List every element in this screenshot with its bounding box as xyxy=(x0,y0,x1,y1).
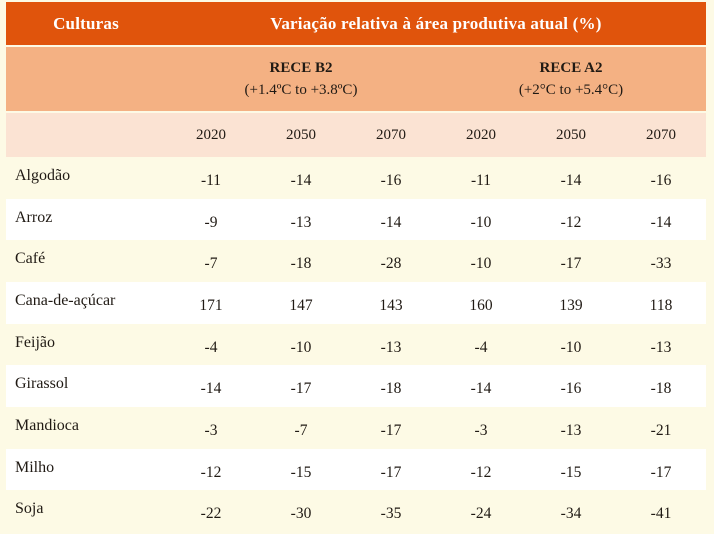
value-cell: -14 xyxy=(470,380,492,398)
value-cell: -7 xyxy=(204,255,218,273)
value-cell: 160 xyxy=(469,296,493,314)
value-cell: -16 xyxy=(560,380,582,398)
table-body: Algodão -11 -14 -16 -11 -14 -16 Arroz -9 -13 -14 -1… xyxy=(6,157,706,533)
group-rece-b2: RECE B2 (+1.4ºC to +3.8ºC) xyxy=(166,47,436,111)
table-row: Arroz -9 -13 -14 -10 -12 -14 xyxy=(6,198,706,241)
crop-name-cell: Café xyxy=(15,250,46,268)
value-cell: -13 xyxy=(650,338,672,356)
table-row: Café -7 -18 -28 -10 -17 -33 xyxy=(6,240,706,283)
crop-name-cell: Milho xyxy=(15,458,55,476)
group-b2-label: RECE B2 xyxy=(269,60,333,76)
value-cell: -18 xyxy=(650,380,672,398)
crop-name-cell: Girassol xyxy=(15,375,69,393)
value-cell: 143 xyxy=(379,296,403,314)
value-cell: -18 xyxy=(290,255,312,273)
year-header: 2020 xyxy=(196,126,226,143)
value-cell: -14 xyxy=(560,171,582,189)
table-row: Soja -22 -30 -35 -24 -34 -41 xyxy=(6,490,706,533)
value-cell: -17 xyxy=(650,463,672,481)
value-cell: -10 xyxy=(560,338,582,356)
value-cell: -12 xyxy=(560,213,582,231)
value-cell: 171 xyxy=(199,296,223,314)
value-cell: -13 xyxy=(560,421,582,439)
value-cell: 147 xyxy=(289,296,313,314)
value-cell: -28 xyxy=(380,255,402,273)
value-cell: 118 xyxy=(649,296,673,314)
value-cell: -41 xyxy=(650,505,672,523)
value-cell: 139 xyxy=(559,296,583,314)
value-cell: -3 xyxy=(474,421,488,439)
year-header: 2070 xyxy=(376,126,406,143)
value-cell: -12 xyxy=(470,463,492,481)
value-cell: -4 xyxy=(204,338,218,356)
value-cell: -18 xyxy=(380,380,402,398)
value-cell: -14 xyxy=(380,213,402,231)
value-cell: -14 xyxy=(650,213,672,231)
value-cell: -4 xyxy=(474,338,488,356)
year-header: 2050 xyxy=(286,126,316,143)
year-header: 2020 xyxy=(466,126,496,143)
value-cell: -17 xyxy=(560,255,582,273)
divider xyxy=(6,111,706,113)
value-cell: -9 xyxy=(204,213,218,231)
main-header: Variação relativa à área produtiva atual… xyxy=(270,13,602,33)
value-cell: -11 xyxy=(200,171,222,189)
value-cell: -15 xyxy=(290,463,312,481)
table-header-row: Culturas Variação relativa à área produt… xyxy=(6,2,706,45)
crop-name-cell: Arroz xyxy=(15,208,53,226)
value-cell: -16 xyxy=(380,171,402,189)
value-cell: -16 xyxy=(650,171,672,189)
crop-name-cell: Mandioca xyxy=(15,416,79,434)
value-cell: -22 xyxy=(200,505,222,523)
value-cell: -10 xyxy=(470,255,492,273)
table-row: Mandioca -3 -7 -17 -3 -13 -21 xyxy=(6,407,706,449)
value-cell: -21 xyxy=(650,421,672,439)
group-a2-label: RECE A2 xyxy=(539,60,603,76)
group-rece-a2: RECE A2 (+2°C to +5.4°C) xyxy=(436,47,706,111)
divider xyxy=(6,45,706,47)
value-cell: -15 xyxy=(560,463,582,481)
value-cell: -12 xyxy=(200,463,222,481)
value-cell: -17 xyxy=(290,380,312,398)
table-row: Feijão -4 -10 -13 -4 -10 -13 xyxy=(6,323,706,366)
value-cell: -17 xyxy=(380,463,402,481)
table-row: Girassol -14 -17 -18 -14 -16 -18 xyxy=(6,365,706,408)
value-cell: -14 xyxy=(200,380,222,398)
value-cell: -7 xyxy=(294,421,308,439)
col1-header: Culturas xyxy=(53,13,119,33)
table-row: Algodão -11 -14 -16 -11 -14 -16 xyxy=(6,157,706,199)
value-cell: -24 xyxy=(470,505,492,523)
group-spacer xyxy=(6,47,166,111)
group-a2-range: (+2°C to +5.4°C) xyxy=(518,82,624,98)
crop-name-cell: Algodão xyxy=(15,166,71,184)
value-cell: -3 xyxy=(204,421,218,439)
scenario-group-row: RECE B2 (+1.4ºC to +3.8ºC) RECE A2 (+2°C… xyxy=(6,47,706,111)
year-header-row: 2020 2050 2070 2020 2050 2070 xyxy=(6,113,706,157)
value-cell: -10 xyxy=(290,338,312,356)
crop-name-cell: Feijão xyxy=(15,333,55,351)
table-row: Cana-de-açúcar 171 147 143 160 139 118 xyxy=(6,282,706,324)
value-cell: -13 xyxy=(380,338,402,356)
value-cell: -34 xyxy=(560,505,582,523)
value-cell: -30 xyxy=(290,505,312,523)
group-b2-range: (+1.4ºC to +3.8ºC) xyxy=(244,82,358,98)
value-cell: -17 xyxy=(380,421,402,439)
value-cell: -11 xyxy=(470,171,492,189)
table-row: Milho -12 -15 -17 -12 -15 -17 xyxy=(6,448,706,491)
year-header: 2070 xyxy=(646,126,676,143)
value-cell: -10 xyxy=(470,213,492,231)
value-cell: -35 xyxy=(380,505,402,523)
crop-name-cell: Soja xyxy=(15,500,44,518)
crop-name-cell: Cana-de-açúcar xyxy=(15,291,116,309)
value-cell: -33 xyxy=(650,255,672,273)
crops-variation-table: Culturas Variação relativa à área produt… xyxy=(6,2,706,533)
value-cell: -14 xyxy=(290,171,312,189)
year-header: 2050 xyxy=(556,126,586,143)
value-cell: -13 xyxy=(290,213,312,231)
